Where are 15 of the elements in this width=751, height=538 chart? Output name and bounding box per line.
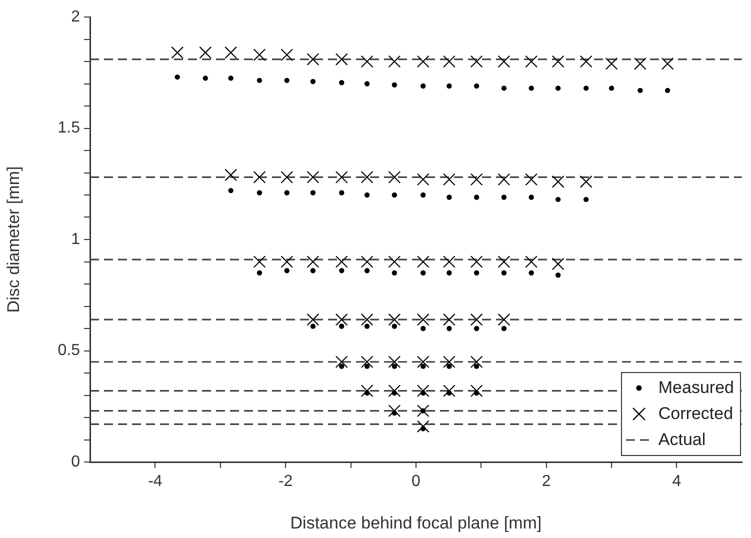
y-tick-label: 0.5	[58, 342, 80, 360]
legend-label: Measured	[658, 378, 734, 398]
y-tick-label: 0	[71, 453, 80, 470]
x-axis-title: Distance behind focal plane [mm]	[290, 513, 542, 532]
x-tick-label: -4	[148, 473, 162, 490]
x-tick-label: -2	[278, 473, 293, 490]
legend-label: Actual	[658, 430, 706, 450]
x-tick-label: 0	[411, 473, 420, 490]
y-tick-label: 1.5	[58, 120, 80, 137]
y-axis-title: Disc diameter [mm]	[4, 166, 23, 313]
y-tick-label: 2	[71, 8, 80, 26]
x-tick-label: 2	[542, 473, 551, 490]
x-tick-label: 4	[672, 473, 682, 490]
y-tick-label: 1	[71, 230, 80, 248]
legend-label: Corrected	[658, 404, 734, 424]
